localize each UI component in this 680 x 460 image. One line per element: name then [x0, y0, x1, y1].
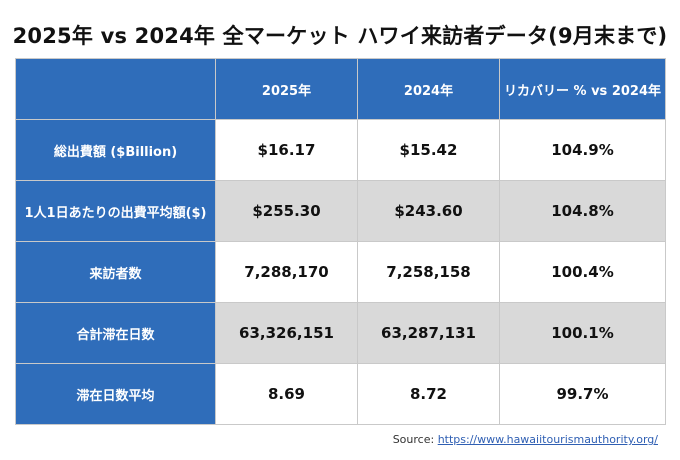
page-title: 2025年 vs 2024年 全マーケット ハワイ来訪者データ(9月末まで)	[12, 24, 668, 48]
table-row: 総出費額 ($Billion) $16.17 $15.42 104.9%	[15, 119, 666, 181]
cell-2024-value: 8.72	[357, 363, 500, 425]
column-header-2024: 2024年	[357, 58, 500, 120]
cell-2024-value: 7,258,158	[357, 241, 500, 303]
source-note: Source: https://www.hawaiitourismauthori…	[393, 433, 658, 446]
cell-2025-value: 7,288,170	[215, 241, 358, 303]
row-label-total-stay-days: 合計滞在日数	[15, 302, 216, 364]
column-header-recovery: リカバリー % vs 2024年	[499, 58, 666, 120]
row-label-average-stay: 滞在日数平均	[15, 363, 216, 425]
table-row: 合計滞在日数 63,326,151 63,287,131 100.1%	[15, 302, 666, 364]
table-row: 1人1日あたりの出費平均額($) $255.30 $243.60 104.8%	[15, 180, 666, 242]
cell-recovery-value: 100.4%	[499, 241, 666, 303]
cell-2025-value: $255.30	[215, 180, 358, 242]
visitor-data-table: 2025年 2024年 リカバリー % vs 2024年 総出費額 ($Bill…	[15, 58, 666, 425]
row-label-total-spending: 総出費額 ($Billion)	[15, 119, 216, 181]
cell-recovery-value: 100.1%	[499, 302, 666, 364]
source-link[interactable]: https://www.hawaiitourismauthority.org/	[437, 433, 658, 446]
cell-2024-value: 63,287,131	[357, 302, 500, 364]
source-label: Source:	[392, 433, 438, 446]
cell-2025-value: 8.69	[215, 363, 358, 425]
corner-header-cell	[15, 58, 216, 120]
row-label-visitor-count: 来訪者数	[15, 241, 216, 303]
cell-2025-value: $16.17	[215, 119, 358, 181]
column-header-2025: 2025年	[215, 58, 358, 120]
cell-2024-value: $243.60	[357, 180, 500, 242]
cell-2024-value: $15.42	[357, 119, 500, 181]
cell-recovery-value: 104.8%	[499, 180, 666, 242]
cell-recovery-value: 99.7%	[499, 363, 666, 425]
table-row: 滞在日数平均 8.69 8.72 99.7%	[15, 363, 666, 425]
table-header-row: 2025年 2024年 リカバリー % vs 2024年	[15, 58, 666, 120]
table-row: 来訪者数 7,288,170 7,258,158 100.4%	[15, 241, 666, 303]
cell-recovery-value: 104.9%	[499, 119, 666, 181]
row-label-daily-spending: 1人1日あたりの出費平均額($)	[15, 180, 216, 242]
cell-2025-value: 63,326,151	[215, 302, 358, 364]
